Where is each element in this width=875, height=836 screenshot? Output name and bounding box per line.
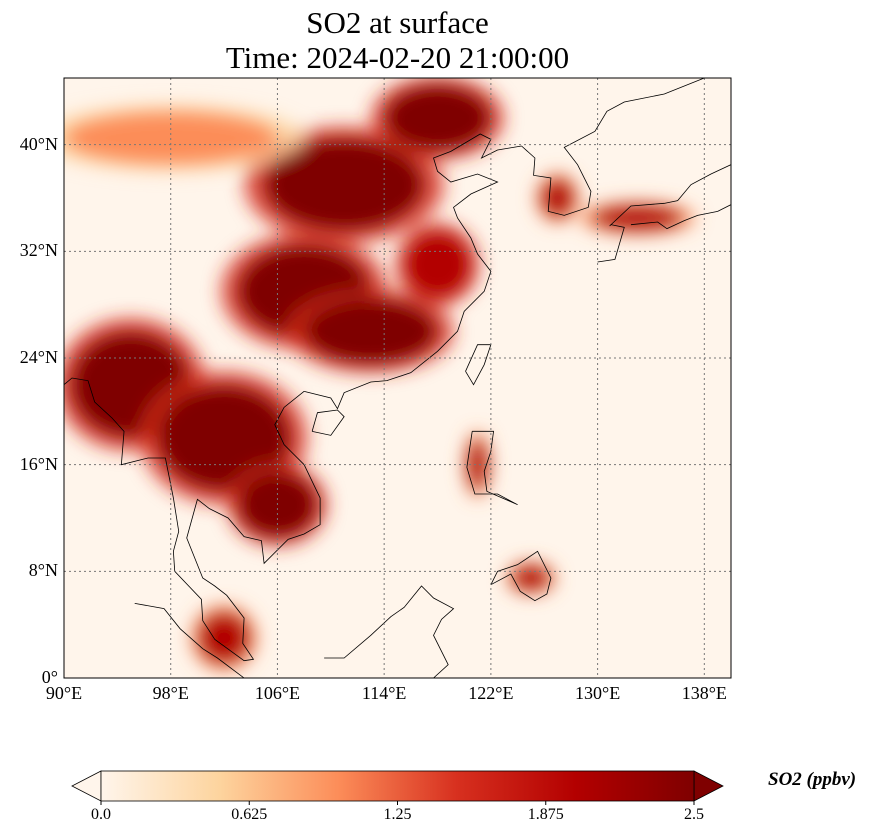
coastline xyxy=(465,344,492,386)
lat-tick-label: 32°N xyxy=(19,240,58,261)
coastline xyxy=(521,78,705,216)
hotspot xyxy=(197,611,251,665)
colorbar-tick-label: 0.625 xyxy=(231,806,268,823)
chart-title: SO2 at surface xyxy=(306,5,489,40)
gridlines xyxy=(64,78,731,678)
colorbar-tick-label: 1.875 xyxy=(527,806,564,823)
hotspot xyxy=(304,298,438,365)
hotspot xyxy=(540,178,575,218)
coastline xyxy=(304,133,522,410)
lon-tick-label: 138°E xyxy=(681,683,727,703)
colorbar-tick-label: 0.0 xyxy=(91,806,111,823)
colorbar xyxy=(71,770,724,805)
chart-subtitle-time: Time: 2024-02-20 21:00:00 xyxy=(225,40,570,75)
hotspot xyxy=(404,231,471,298)
hotspot xyxy=(510,564,551,592)
coastline xyxy=(324,585,455,678)
coastline xyxy=(630,204,731,230)
coastline xyxy=(490,550,552,602)
colorbar-extend-max xyxy=(693,770,724,802)
colorbar-label: SO2 (ppbv) xyxy=(768,769,857,790)
lon-tick-label: 98°E xyxy=(152,683,189,703)
lon-tick-label: 130°E xyxy=(574,683,621,703)
coastlines xyxy=(64,78,731,678)
lat-tick-label: 40°N xyxy=(19,133,58,154)
lat-tick-label: 0° xyxy=(41,667,58,687)
lon-tick-label: 90°E xyxy=(45,683,83,703)
lat-tick-label: 16°N xyxy=(19,453,58,474)
hotspot xyxy=(384,84,491,152)
hotspot xyxy=(466,438,489,492)
lon-tick-label: 122°E xyxy=(468,683,514,703)
map-frame xyxy=(63,77,732,679)
colorbar-tick-label: 1.25 xyxy=(383,806,412,823)
coastline xyxy=(311,409,345,436)
lon-tick-label: 114°E xyxy=(361,683,407,703)
coastline xyxy=(134,602,245,678)
coastline xyxy=(64,377,321,662)
lat-tick-label: 8°N xyxy=(28,560,58,581)
coastline xyxy=(597,164,731,263)
colorbar-tick-label: 2.5 xyxy=(684,806,704,823)
lon-tick-label: 106°E xyxy=(254,683,301,703)
lat-tick-label: 24°N xyxy=(19,347,58,367)
colorbar-gradient xyxy=(100,770,695,802)
coastline xyxy=(466,430,518,506)
colorbar-extend-min xyxy=(71,770,102,802)
